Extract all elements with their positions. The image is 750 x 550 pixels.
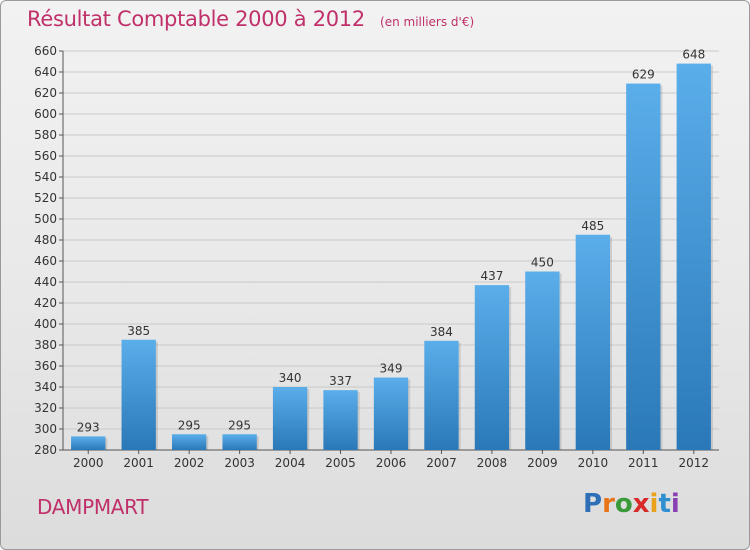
place-name: DAMPMART xyxy=(37,495,149,519)
logo-letter: i xyxy=(649,489,659,519)
bar xyxy=(575,234,611,450)
bar xyxy=(222,434,257,450)
x-tick-label: 2005 xyxy=(325,456,356,470)
bar xyxy=(171,434,207,450)
y-tick-label: 380 xyxy=(34,338,57,352)
bar xyxy=(626,83,661,451)
bar xyxy=(474,285,510,450)
bar xyxy=(525,271,560,450)
y-tick-label: 320 xyxy=(34,401,57,415)
bar xyxy=(373,377,409,450)
bar-value-label: 384 xyxy=(430,325,453,339)
x-tick-label: 2003 xyxy=(224,456,255,470)
bar-value-label: 349 xyxy=(380,362,403,376)
chart-subtitle: (en milliers d'€) xyxy=(380,15,475,29)
y-tick-label: 360 xyxy=(34,359,57,373)
y-tick-label: 460 xyxy=(34,254,57,268)
y-tick-label: 280 xyxy=(34,443,57,457)
bar-value-label: 337 xyxy=(329,374,352,388)
bar xyxy=(323,390,358,450)
x-tick-label: 2007 xyxy=(426,456,457,470)
bar-value-label: 450 xyxy=(531,256,554,270)
x-tick-label: 2011 xyxy=(628,456,659,470)
bar-value-label: 385 xyxy=(127,324,150,338)
y-tick-label: 440 xyxy=(34,275,57,289)
bar-value-label: 629 xyxy=(632,68,655,82)
x-tick-label: 2010 xyxy=(578,456,609,470)
label-layer: 293 385 295 295 340 337 349 384 437 450 485 629 648 xyxy=(77,48,705,435)
y-tick-label: 560 xyxy=(34,149,57,163)
x-tick-label: 2008 xyxy=(477,456,508,470)
y-tick-label: 400 xyxy=(34,317,57,331)
bar-layer xyxy=(71,63,713,451)
logo-letter: t xyxy=(658,489,671,519)
y-tick-label: 640 xyxy=(34,65,57,79)
y-tick-label: 600 xyxy=(34,107,57,121)
logo-letter: P xyxy=(583,489,603,519)
bar-value-label: 295 xyxy=(228,418,251,432)
y-tick-label: 620 xyxy=(34,86,57,100)
y-tick-label: 580 xyxy=(34,128,57,142)
bar-value-label: 437 xyxy=(480,269,503,283)
bar xyxy=(121,339,156,450)
logo-letter: o xyxy=(614,489,633,519)
chart-title: Résultat Comptable 2000 à 2012 xyxy=(27,7,365,31)
x-tick-label: 2006 xyxy=(376,456,407,470)
logo-letter: i xyxy=(670,489,680,519)
bar xyxy=(71,436,106,450)
x-tick-label: 2012 xyxy=(678,456,709,470)
x-tick-label: 2001 xyxy=(123,456,154,470)
y-tick-label: 420 xyxy=(34,296,57,310)
x-tick-label: 2002 xyxy=(174,456,205,470)
x-tick-label: 2009 xyxy=(527,456,558,470)
y-tick-label: 300 xyxy=(34,422,57,436)
logo-letter: x xyxy=(632,489,650,519)
y-tick-label: 660 xyxy=(34,44,57,58)
y-tick-label: 500 xyxy=(34,212,57,226)
bar-value-label: 648 xyxy=(682,48,705,62)
bar-value-label: 485 xyxy=(581,219,604,233)
x-tick-label: 2000 xyxy=(73,456,104,470)
y-tick-label: 520 xyxy=(34,191,57,205)
bar-value-label: 295 xyxy=(178,418,201,432)
title-row: Résultat Comptable 2000 à 2012 (en milli… xyxy=(27,7,474,31)
logo-letter: r xyxy=(602,489,615,519)
bar xyxy=(424,340,459,450)
bar xyxy=(272,387,308,450)
x-tick-label: 2004 xyxy=(275,456,306,470)
axis-layer: 280 300 320 340 360 380 400 420 440 460 480 500 520 5… xyxy=(34,44,719,470)
bar-value-label: 293 xyxy=(77,420,100,434)
y-tick-label: 480 xyxy=(34,233,57,247)
bar xyxy=(676,63,711,450)
bar-value-label: 340 xyxy=(279,371,302,385)
y-tick-label: 540 xyxy=(34,170,57,184)
y-tick-label: 340 xyxy=(34,380,57,394)
proxiti-logo: Proxiti xyxy=(583,489,680,519)
